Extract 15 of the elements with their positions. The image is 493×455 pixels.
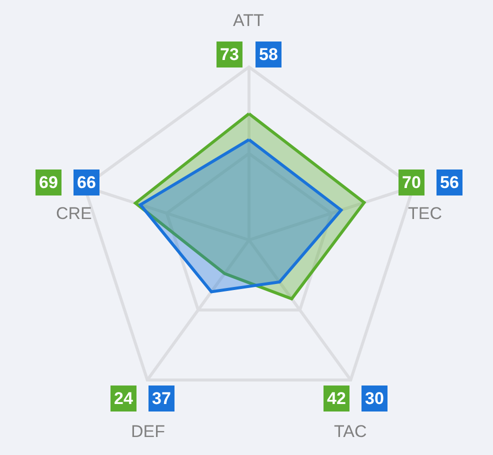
text: 58 <box>259 45 278 64</box>
text: 73 <box>220 45 239 64</box>
spoke-label: CRE <box>56 204 92 223</box>
text: 70 <box>402 173 421 192</box>
text: 30 <box>365 389 384 408</box>
spoke-label: TAC <box>334 422 367 441</box>
text: 37 <box>152 389 171 408</box>
spoke-label: DEF <box>131 422 165 441</box>
spoke-label: ATT <box>233 11 264 30</box>
text: 42 <box>327 389 346 408</box>
spoke-label: TEC <box>408 204 442 223</box>
text: 66 <box>77 173 96 192</box>
text: 24 <box>114 389 134 408</box>
text: 56 <box>440 173 459 192</box>
text: 69 <box>39 173 58 192</box>
